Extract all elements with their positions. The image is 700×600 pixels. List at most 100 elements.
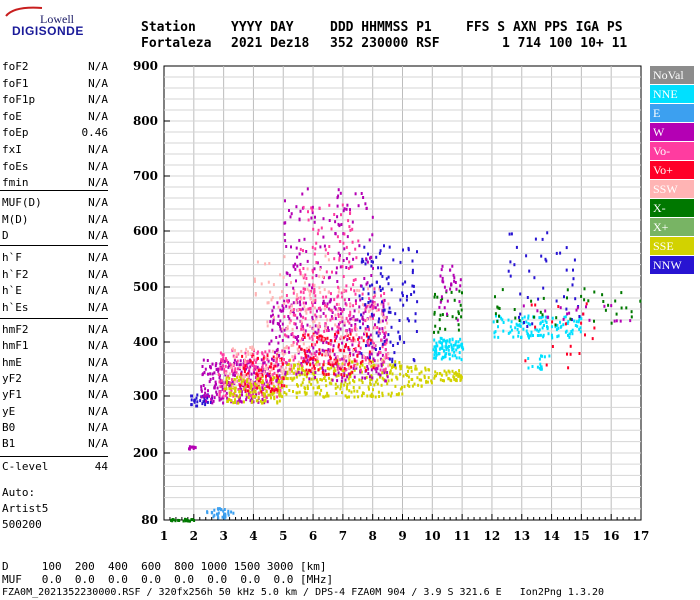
echo-point: [314, 324, 317, 328]
echo-point: [325, 384, 328, 388]
echo-point: [271, 349, 274, 353]
echo-point: [274, 350, 276, 354]
echo-point: [381, 363, 384, 367]
echo-point: [365, 305, 368, 309]
echo-point: [310, 357, 313, 361]
echo-point: [342, 275, 345, 278]
echo-point: [171, 519, 174, 523]
echo-point: [332, 360, 335, 364]
echo-point: [378, 350, 381, 354]
echo-point: [348, 321, 351, 325]
echo-point: [214, 380, 217, 384]
echo-point: [345, 303, 348, 307]
echo-point: [375, 370, 378, 374]
echo-point: [354, 347, 357, 350]
echo-point: [424, 368, 427, 372]
echo-point: [457, 310, 460, 314]
x-tick-label: 14: [543, 529, 560, 543]
echo-point: [370, 255, 373, 259]
echo-point: [370, 395, 373, 398]
echo-point: [389, 371, 392, 374]
echo-point: [389, 310, 392, 314]
param-value: N/A: [88, 284, 108, 298]
echo-point: [367, 310, 370, 314]
echo-point: [328, 359, 331, 363]
echo-point: [458, 372, 461, 376]
echo-point: [287, 335, 290, 339]
echo-point: [382, 315, 385, 319]
echo-point: [439, 346, 442, 350]
echo-point: [436, 295, 439, 299]
echo-point: [540, 316, 543, 320]
echo-point: [438, 327, 441, 331]
echo-point: [263, 361, 266, 365]
echo-point: [347, 355, 350, 358]
echo-point: [230, 399, 233, 403]
echo-point: [295, 246, 298, 250]
echo-point: [515, 245, 518, 249]
echo-point: [281, 349, 284, 353]
echo-point: [568, 335, 571, 339]
echo-point: [205, 399, 208, 403]
echo-point: [188, 447, 190, 451]
echo-point: [308, 289, 311, 293]
echo-point: [263, 401, 266, 405]
echo-point: [327, 329, 330, 332]
echo-point: [399, 372, 402, 376]
echo-point: [300, 383, 303, 387]
echo-point: [371, 233, 374, 237]
echo-point: [315, 360, 318, 363]
echo-point: [550, 333, 553, 337]
echo-point: [216, 514, 219, 518]
echo-point: [365, 207, 368, 210]
echo-point: [203, 394, 206, 398]
echo-point: [282, 362, 285, 366]
echo-point: [447, 348, 450, 352]
echo-point: [389, 394, 392, 398]
echo-point: [342, 209, 345, 213]
echo-point: [559, 251, 562, 255]
echo-point: [383, 332, 386, 336]
echo-point: [262, 361, 265, 365]
echo-point: [378, 251, 381, 255]
echo-point: [221, 384, 224, 388]
echo-point: [374, 348, 377, 351]
echo-point: [566, 312, 569, 316]
echo-point: [224, 384, 226, 388]
echo-point: [302, 315, 305, 319]
echo-point: [356, 362, 359, 366]
echo-point: [371, 314, 374, 318]
param-name: foF2: [2, 60, 29, 73]
echo-point: [305, 362, 308, 366]
echo-point: [335, 330, 338, 334]
echo-point: [211, 372, 214, 376]
echo-point: [200, 389, 203, 393]
param-value: N/A: [88, 93, 108, 107]
echo-point: [289, 371, 292, 375]
echo-point: [372, 295, 375, 299]
echo-point: [340, 373, 343, 377]
echo-point: [345, 359, 348, 363]
echo-point: [231, 363, 234, 367]
echo-point: [339, 367, 342, 371]
echo-point: [213, 386, 216, 390]
echo-point: [570, 318, 573, 322]
echo-point: [351, 370, 354, 374]
echo-point: [244, 386, 247, 390]
echo-point: [603, 304, 606, 308]
echo-point: [379, 249, 382, 253]
echo-point: [352, 304, 355, 308]
echo-point: [371, 360, 374, 363]
echo-point: [327, 362, 330, 366]
param-row: yF1 N/A: [0, 388, 110, 404]
echo-point: [450, 283, 453, 287]
echo-point: [433, 374, 436, 378]
echo-point: [305, 346, 308, 350]
echo-point: [340, 382, 343, 386]
echo-point: [502, 329, 505, 333]
echo-point: [271, 309, 274, 313]
echo-point: [337, 285, 340, 289]
echo-point: [336, 359, 339, 363]
echo-point: [358, 378, 361, 382]
echo-point: [322, 372, 325, 376]
